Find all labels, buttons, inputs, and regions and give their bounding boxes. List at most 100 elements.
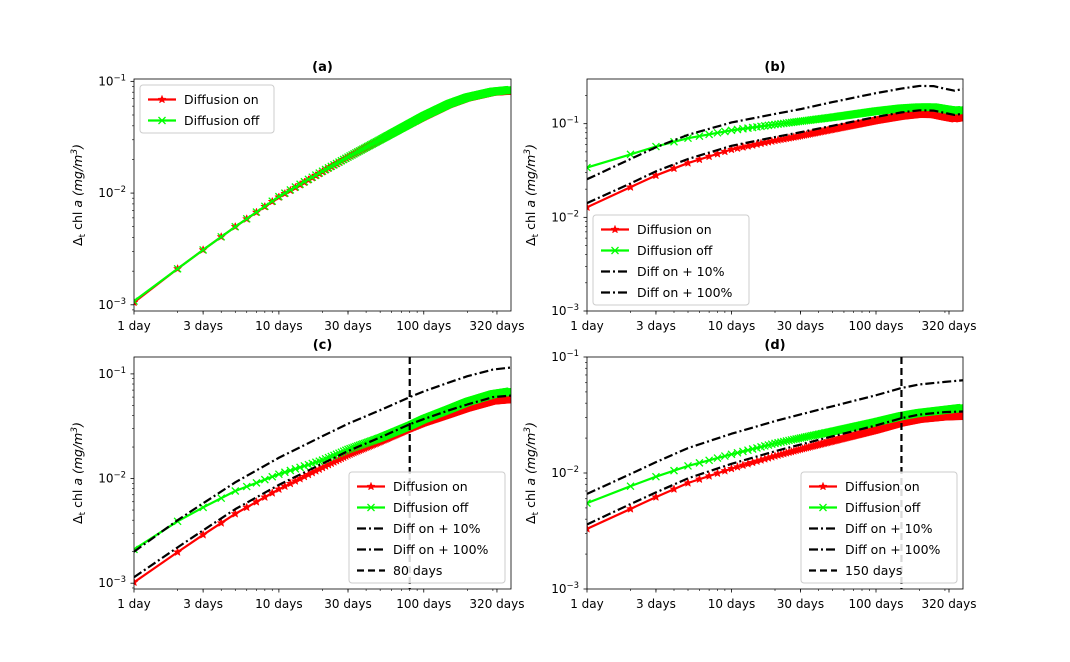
legend-marker: [367, 503, 375, 512]
y-tick-label: 10−3: [551, 303, 579, 318]
data-point: [651, 492, 661, 502]
axes-frame: [133, 356, 512, 590]
data-point: [291, 464, 300, 473]
legend-entry: Diffusion off: [357, 500, 469, 515]
data-point: [274, 484, 284, 494]
data-point: [958, 411, 963, 421]
legend-label: Diff on + 10%: [637, 264, 725, 279]
legend: Diffusion on Diffusion off Diff on + 10% Di…: [348, 471, 506, 584]
series-line: [134, 366, 511, 553]
data-point: [280, 189, 289, 198]
legend-entry: Diffusion off: [809, 500, 921, 515]
data-point: [268, 197, 277, 206]
data-point: [335, 158, 343, 167]
data-point: [695, 458, 704, 467]
data-point: [172, 547, 183, 557]
data-point: [274, 470, 283, 479]
data-point: [280, 468, 289, 477]
x-tick-label: 10 days: [255, 319, 302, 333]
legend-box: [800, 471, 958, 584]
x-tick-label: 1 day: [570, 319, 604, 333]
legend-label: Diff on + 100%: [845, 542, 941, 557]
data-point: [217, 494, 226, 503]
data-point: [252, 208, 261, 217]
series-diff-on-10-: [134, 394, 511, 579]
series-diffusion-on: [587, 109, 963, 212]
data-point: [346, 152, 355, 160]
data-point: [199, 245, 208, 254]
series-diff-on-10-: [587, 109, 963, 205]
data-point: [242, 502, 252, 512]
legend-entry: Diff on + 100%: [601, 285, 733, 300]
legend-box: [592, 214, 750, 306]
series-diff-on-100-: [587, 379, 963, 495]
x-tick-label: 30 days: [777, 597, 824, 611]
x-tick-label: 320 days: [921, 597, 976, 611]
series-line: [587, 84, 963, 181]
data-point: [705, 130, 714, 139]
legend-entry: Diffusion on: [809, 479, 920, 494]
legend-box: [348, 471, 506, 584]
data-point: [587, 499, 591, 508]
data-point: [669, 163, 679, 173]
data-point: [134, 297, 138, 306]
data-point: [344, 153, 352, 162]
data-point: [198, 529, 208, 539]
y-tick-label: 10−3: [98, 575, 126, 590]
data-point: [300, 177, 309, 186]
series-diff-on-100-: [587, 84, 963, 181]
data-point: [587, 163, 591, 172]
panel-title: (b): [764, 60, 785, 75]
data-point: [507, 387, 511, 396]
data-point: [173, 264, 182, 273]
data-point: [651, 170, 661, 180]
data-point: [669, 484, 679, 494]
legend-entry: 150 days: [809, 563, 902, 578]
axes-frame: [133, 78, 512, 312]
legend-marker: [158, 116, 166, 125]
data-point: [341, 154, 350, 163]
legend-marker: [366, 481, 376, 491]
data-point: [507, 85, 511, 94]
data-point: [720, 465, 730, 475]
legend-entry: 80 days: [357, 563, 442, 578]
data-point: [720, 146, 730, 156]
data-point: [252, 478, 261, 487]
data-point: [274, 192, 283, 201]
data-point: [683, 478, 693, 487]
panel-title: (a): [312, 60, 333, 75]
x-tick-label: 100 days: [396, 319, 451, 333]
y-axis-label: Δt chl a (mg/m3): [70, 144, 88, 246]
data-point: [587, 202, 592, 212]
y-tick-label: 10−1: [551, 116, 579, 131]
legend-label: Diff on + 10%: [393, 521, 481, 536]
data-point: [787, 435, 796, 444]
panel-title: (c): [313, 338, 333, 353]
x-tick-label: 320 days: [921, 319, 976, 333]
x-tick-label: 10 days: [708, 597, 755, 611]
data-point: [134, 297, 139, 307]
legend-label: Diff on + 100%: [637, 285, 733, 300]
legend: Diffusion on Diffusion off Diff on + 10% Di…: [800, 471, 958, 584]
legend-marker: [610, 224, 620, 234]
x-tick-label: 10 days: [708, 319, 755, 333]
x-tick-label: 3 days: [183, 597, 223, 611]
legend-entry: Diff on + 10%: [809, 521, 933, 536]
y-tick-label: 10−3: [551, 581, 579, 596]
legend: Diffusion on Diffusion off: [139, 84, 275, 134]
x-tick-label: 30 days: [324, 319, 371, 333]
legend-marker: [818, 481, 828, 491]
data-point: [670, 466, 678, 475]
x-tick-label: 10 days: [255, 597, 302, 611]
data-point: [694, 474, 705, 484]
legend-marker: [611, 246, 619, 255]
series-line: [134, 394, 511, 579]
data-point: [260, 202, 269, 211]
data-point: [296, 463, 305, 472]
y-tick-label: 10−1: [98, 366, 126, 381]
legend-label: Diffusion off: [637, 243, 713, 258]
data-point: [231, 222, 240, 231]
legend-label: Diffusion on: [184, 92, 259, 107]
x-tick-label: 1 day: [117, 597, 151, 611]
legend-marker: [819, 503, 827, 512]
